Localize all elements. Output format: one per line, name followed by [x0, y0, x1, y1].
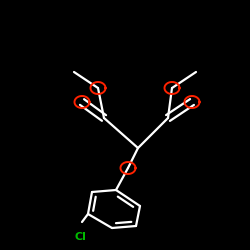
Text: Cl: Cl [74, 232, 86, 242]
